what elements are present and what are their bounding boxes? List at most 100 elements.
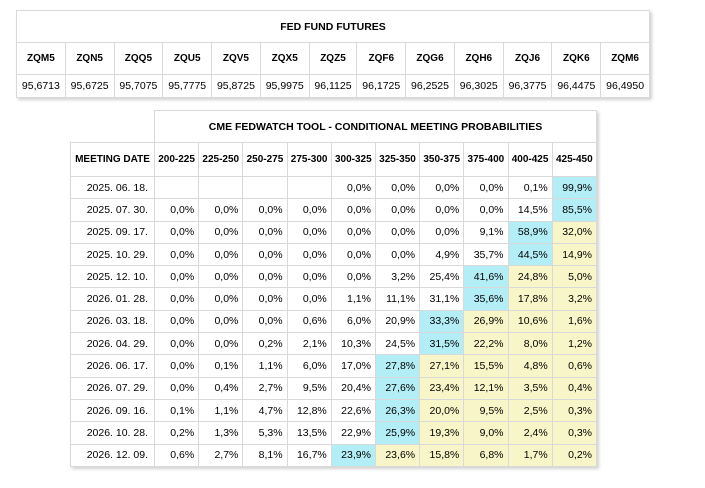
rate-range-header: 425-450 (551, 142, 598, 177)
probability-cell: 5,0% (551, 265, 598, 289)
futures-price-cell: 95,7075 (113, 74, 164, 98)
probability-cell: 10,6% (507, 309, 553, 334)
probability-cell: 1,2% (551, 332, 598, 356)
probability-cell: 0,0% (374, 242, 421, 267)
probability-cell: 1,6% (551, 309, 598, 334)
meeting-date-cell: 2025. 09. 17. (70, 220, 155, 244)
probability-cell: 4,7% (242, 398, 288, 423)
meeting-date-cell: 2026. 12. 09. (70, 443, 155, 467)
probability-cell: 0,0% (198, 265, 244, 289)
meeting-row: 2026. 10. 28. 0,2% 1,3% 5,3% 13,5% 22,9% 25,9%… (70, 421, 598, 445)
probability-cell: 0,3% (551, 421, 598, 445)
meeting-row: 2025. 10. 29. 0,0% 0,0% 0,0% 0,0% 0,0% 0,0% 4,9… (70, 242, 598, 267)
probability-cell: 14,5% (507, 198, 553, 222)
meeting-date-header: MEETING DATE (70, 142, 155, 177)
probability-cell: 25,4% (419, 265, 465, 289)
probability-cell: 0,2% (551, 443, 598, 467)
probability-cell: 33,3% (419, 309, 465, 334)
probability-cell: 8,1% (242, 443, 288, 467)
meeting-date-cell: 2026. 01. 28. (70, 287, 155, 311)
meeting-row: 2026. 03. 18. 0,0% 0,0% 0,0% 0,6% 6,0% 20,9% 33… (70, 309, 598, 334)
probability-cell: 6,0% (330, 309, 376, 334)
probability-cell: 16,7% (286, 443, 332, 467)
probability-cell: 1,1% (330, 287, 376, 311)
rate-range-header: 250-275 (242, 142, 288, 177)
probability-cell: 0,0% (242, 198, 288, 222)
meeting-row: 2026. 07. 29. 0,0% 0,4% 2,7% 9,5% 20,4% 27,6% 2… (70, 376, 598, 400)
probability-cell: 15,8% (419, 443, 465, 467)
probability-cell: 23,9% (330, 443, 376, 467)
probability-cell: 19,3% (419, 421, 465, 445)
probability-cell: 0,0% (242, 309, 288, 334)
rate-range-header: 375-400 (463, 142, 509, 177)
futures-price-cell: 96,4950 (600, 74, 650, 98)
probability-cell: 0,0% (374, 198, 421, 222)
probability-cell: 44,5% (507, 242, 553, 267)
probability-cell: 25,9% (374, 421, 421, 445)
futures-code-cell: ZQV5 (211, 42, 261, 75)
meeting-row: 2026. 01. 28. 0,0% 0,0% 0,0% 0,0% 1,1% 11,1% 31… (70, 287, 598, 311)
probability-cell: 0,1% (153, 398, 200, 423)
probability-cell: 20,0% (419, 398, 465, 423)
rate-range-header: 275-300 (286, 142, 332, 177)
futures-code-cell: ZQZ5 (308, 42, 358, 75)
probability-cell: 0,0% (198, 198, 244, 222)
probability-cell: 35,7% (463, 242, 509, 267)
probability-cell: 2,7% (198, 443, 244, 467)
futures-price-cell: 96,3025 (453, 74, 504, 98)
futures-code-cell: ZQJ6 (502, 42, 553, 75)
futures-code-cell: ZQX5 (259, 42, 310, 75)
probability-cell: 9,5% (463, 398, 509, 423)
meeting-row: 2026. 12. 09. 0,6% 2,7% 8,1% 16,7% 23,9% 23,6%… (70, 443, 598, 467)
probability-cell: 0,0% (198, 242, 244, 267)
futures-prices-row: 95,6713 95,6725 95,7075 95,7775 95,8725 95,99… (16, 74, 650, 98)
meeting-date-cell: 2025. 12. 10. (70, 265, 155, 289)
futures-code-cell: ZQH6 (453, 42, 504, 75)
futures-price-cell: 95,7775 (162, 74, 213, 98)
probability-cell: 99,9% (551, 175, 598, 200)
probability-cell: 4,9% (419, 242, 465, 267)
probability-cell: 27,1% (419, 354, 465, 378)
probability-cell: 0,6% (153, 443, 200, 467)
meeting-row: 2026. 04. 29. 0,0% 0,0% 0,2% 2,1% 10,3% 24,5% 3… (70, 332, 598, 356)
probability-cell: 0,0% (286, 265, 332, 289)
probability-cell: 0,1% (198, 354, 244, 378)
probability-cell: 26,9% (463, 309, 509, 334)
futures-price-cell: 95,6713 (16, 74, 66, 98)
probability-cell: 0,0% (330, 175, 376, 200)
probability-cell: 0,0% (153, 198, 200, 222)
probability-cell: 0,0% (463, 198, 509, 222)
probability-cell: 0,6% (551, 354, 598, 378)
futures-code-cell: ZQG6 (405, 42, 455, 75)
fedwatch-title: CME FEDWATCH TOOL - CONDITIONAL MEETING … (154, 110, 597, 143)
probability-cell: 1,1% (198, 398, 244, 423)
probability-cell: 2,7% (242, 376, 288, 400)
fedwatch-table: CME FEDWATCH TOOL - CONDITIONAL MEETING … (70, 110, 598, 467)
probability-cell: 0,0% (153, 354, 200, 378)
rate-range-header: 300-325 (330, 142, 376, 177)
probability-cell: 0,0% (330, 220, 376, 244)
probability-cell: 10,3% (330, 332, 376, 356)
probability-cell: 0,0% (330, 242, 376, 267)
probability-cell: 0,0% (374, 220, 421, 244)
probability-cell: 22,6% (330, 398, 376, 423)
probability-cell: 17,0% (330, 354, 376, 378)
probability-cell: 0,0% (286, 220, 332, 244)
probability-cell (242, 175, 288, 200)
probability-cell: 31,1% (419, 287, 465, 311)
probability-cell: 13,5% (286, 421, 332, 445)
probability-cell: 27,6% (374, 376, 421, 400)
rate-range-header: 350-375 (419, 142, 465, 177)
probability-cell: 2,4% (507, 421, 553, 445)
futures-price-cell: 96,2525 (405, 74, 455, 98)
meeting-row: 2025. 07. 30. 0,0% 0,0% 0,0% 0,0% 0,0% 0,0% 0,0… (70, 198, 598, 222)
probability-cell: 35,6% (463, 287, 509, 311)
probability-cell: 9,1% (463, 220, 509, 244)
probability-cell: 4,8% (507, 354, 553, 378)
probability-cell: 6,8% (463, 443, 509, 467)
probability-cell: 0,0% (242, 220, 288, 244)
probability-cell: 23,4% (419, 376, 465, 400)
probability-cell: 23,6% (374, 443, 421, 467)
probability-cell: 2,1% (286, 332, 332, 356)
probability-cell: 0,0% (286, 198, 332, 222)
